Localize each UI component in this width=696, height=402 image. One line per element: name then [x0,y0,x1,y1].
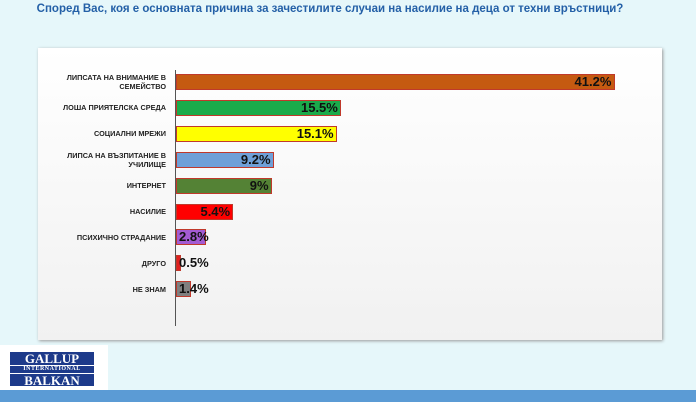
category-label: ЛОША ПРИЯТЕЛСКА СРЕДА [63,103,166,113]
bar [176,125,337,142]
logo: GALLUP INTERNATIONAL BALKAN [10,351,94,388]
value-label: 1.4% [179,281,209,297]
category-label: ИНТЕРНЕТ [126,181,166,191]
bar [176,281,191,298]
value-label: 41.2% [574,74,612,89]
axis-line [175,70,176,326]
chart-title: Според Вас, коя е основната причина за з… [36,3,624,15]
category-label: НАСИЛИЕ [129,207,166,216]
logo-text: INTERNATIONAL [10,365,94,374]
logo-text: GALLUP [24,351,80,366]
value-label: 15.5% [300,99,338,115]
bar [176,151,274,168]
category-label: ДРУГО [141,258,166,268]
category-label: ПСИХИЧНО СТРАДАНИЕ [76,232,166,242]
bar [176,255,182,272]
category-label: НЕ ЗНАМ [132,284,166,294]
footer-strip [0,390,696,402]
chart-panel [38,48,662,340]
category-label: ЛИПСА НА ВЪЗПИТАНИЕ В УЧИЛИЩЕ [67,150,166,169]
value-label: 5.4% [200,203,231,219]
bar [176,177,272,194]
value-label: 15.1% [296,125,334,141]
bar [176,99,341,116]
logo-text: BALKAN [24,373,80,388]
bar [176,229,206,246]
value-label: 2.8% [179,229,209,245]
bar [176,74,615,90]
category-label: СОЦИАЛНИ МРЕЖИ [93,129,166,139]
category-label: ЛИПСАТА НА ВНИМАНИЕ В СЕМЕЙСТВО [66,73,166,91]
value-label: 9.2% [240,151,271,167]
value-label: 9% [249,177,269,193]
value-label: 0.5% [179,255,209,271]
bar [176,203,234,220]
